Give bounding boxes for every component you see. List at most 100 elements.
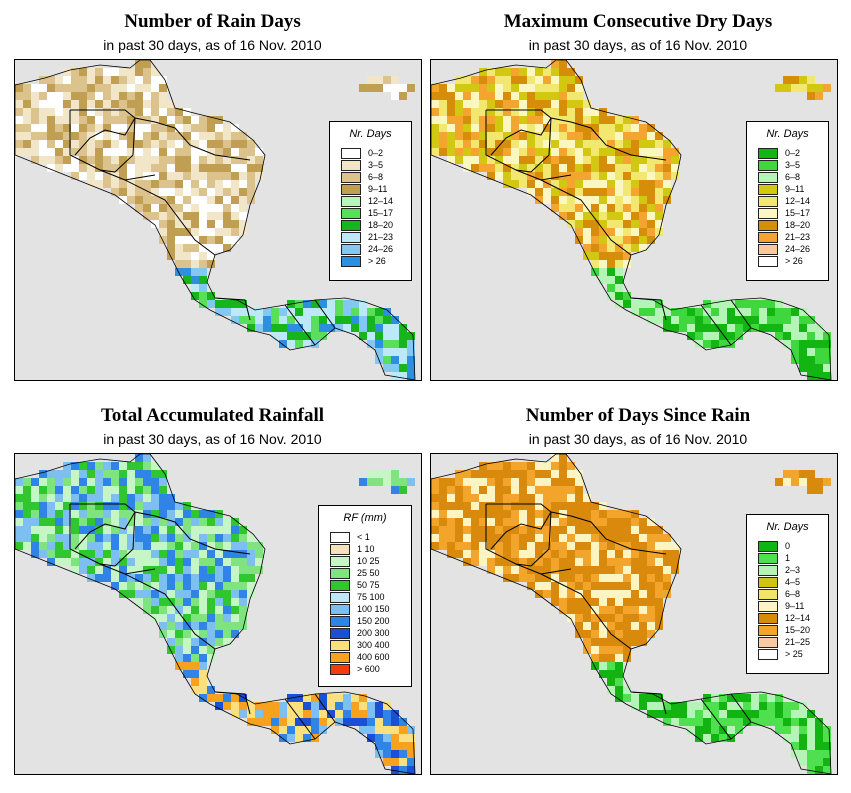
legend-label: 9–11 xyxy=(368,184,388,194)
legend-label: 9–11 xyxy=(785,601,805,611)
legend-item: 50 75 xyxy=(319,580,411,592)
land-cells xyxy=(15,60,415,380)
legend-item: 21–25 xyxy=(747,637,828,649)
legend-label: > 26 xyxy=(785,256,803,266)
legend-item: > 26 xyxy=(747,256,828,268)
legend-swatch xyxy=(341,208,361,219)
legend-label: 150 200 xyxy=(357,616,390,626)
legend-swatch xyxy=(758,184,778,195)
legend-swatch xyxy=(330,628,350,639)
legend-label: 300 400 xyxy=(357,640,390,650)
legend-swatch xyxy=(341,184,361,195)
legend-label: 15–17 xyxy=(368,208,394,218)
legend-item: 15–17 xyxy=(330,208,411,220)
legend-swatch xyxy=(341,232,361,243)
legend-label: 21–23 xyxy=(785,232,811,242)
legend-label: 3–5 xyxy=(368,160,384,170)
legend-item: < 1 xyxy=(319,532,411,544)
legend-label: 75 100 xyxy=(357,592,385,602)
legend-item: 300 400 xyxy=(319,640,411,652)
legend: Nr. Days 0 1 2–3 4–5 6–8 9–11 12–14 15–20 21–25 > … xyxy=(746,514,829,674)
legend-label: 18–20 xyxy=(785,220,811,230)
legend-swatch xyxy=(758,577,778,588)
legend-swatch xyxy=(341,256,361,267)
panel-days-since-rain: Number of Days Since Rain in past 30 day… xyxy=(425,392,851,793)
panel-subtitle: in past 30 days, as of 16 Nov. 2010 xyxy=(528,431,748,447)
legend-item: 18–20 xyxy=(747,220,828,232)
legend-swatch xyxy=(758,220,778,231)
legend-label: 10 25 xyxy=(357,556,380,566)
legend-item: 1 xyxy=(747,553,828,565)
legend-label: 25 50 xyxy=(357,568,380,578)
legend-item: 0–2 xyxy=(330,148,411,160)
legend: RF (mm) < 1 1 10 10 25 25 50 50 75 75 100 100 1… xyxy=(318,505,412,687)
legend-label: 0–2 xyxy=(368,148,384,158)
legend-swatch xyxy=(330,568,350,579)
panel-rain-days: Number of Rain Days in past 30 days, as … xyxy=(0,0,425,392)
legend-label: 100 150 xyxy=(357,604,390,614)
legend-swatch xyxy=(330,580,350,591)
legend-title: Nr. Days xyxy=(349,128,392,140)
legend-item: 24–26 xyxy=(747,244,828,256)
legend-item: 12–14 xyxy=(747,196,828,208)
legend-item: 6–8 xyxy=(747,172,828,184)
legend-swatch xyxy=(758,649,778,660)
legend-label: 6–8 xyxy=(785,172,801,182)
legend: Nr. Days 0–2 3–5 6–8 9–11 12–14 15–17 18–20 21–2… xyxy=(329,121,412,281)
land-cells xyxy=(431,60,831,380)
map-canvas xyxy=(431,60,832,380)
land-cells xyxy=(431,454,831,774)
legend-item: 4–5 xyxy=(747,577,828,589)
legend-swatch xyxy=(758,172,778,183)
legend-item: 100 150 xyxy=(319,604,411,616)
legend-swatch xyxy=(330,556,350,567)
legend-item: 21–23 xyxy=(330,232,411,244)
legend-swatch xyxy=(758,637,778,648)
legend-item: 15–17 xyxy=(747,208,828,220)
legend-label: 4–5 xyxy=(785,577,801,587)
legend-label: < 1 xyxy=(357,532,370,542)
legend-swatch xyxy=(758,613,778,624)
panel-total-rainfall: Total Accumulated Rainfall in past 30 da… xyxy=(0,392,425,793)
panel-subtitle: in past 30 days, as of 16 Nov. 2010 xyxy=(528,37,748,53)
legend-swatch xyxy=(330,652,350,663)
legend-swatch xyxy=(758,565,778,576)
legend-swatch xyxy=(330,616,350,627)
legend-label: 12–14 xyxy=(368,196,394,206)
legend-item: > 600 xyxy=(319,664,411,676)
legend-label: 1 xyxy=(785,553,791,563)
legend-title: Nr. Days xyxy=(766,521,809,533)
legend-label: > 600 xyxy=(357,664,380,674)
legend-label: 18–20 xyxy=(368,220,394,230)
legend-item: 12–14 xyxy=(330,196,411,208)
legend-label: 12–14 xyxy=(785,613,811,623)
legend-item: 15–20 xyxy=(747,625,828,637)
legend-item: 3–5 xyxy=(747,160,828,172)
legend-item: 3–5 xyxy=(330,160,411,172)
legend-label: 1 10 xyxy=(357,544,375,554)
legend-item: 25 50 xyxy=(319,568,411,580)
country-borders xyxy=(15,60,416,380)
legend-label: 6–8 xyxy=(368,172,384,182)
legend-title: Nr. Days xyxy=(766,128,809,140)
panel-subtitle: in past 30 days, as of 16 Nov. 2010 xyxy=(103,37,322,53)
legend-swatch xyxy=(330,532,350,543)
legend-item: 200 300 xyxy=(319,628,411,640)
legend-item: 150 200 xyxy=(319,616,411,628)
legend-item: 0–2 xyxy=(747,148,828,160)
legend-swatch xyxy=(758,148,778,159)
legend-swatch xyxy=(758,541,778,552)
panel-title: Total Accumulated Rainfall xyxy=(100,405,325,426)
legend-title: RF (mm) xyxy=(343,512,387,524)
legend-swatch xyxy=(758,232,778,243)
legend-swatch xyxy=(758,244,778,255)
legend-label: 15–17 xyxy=(785,208,811,218)
legend-swatch xyxy=(330,664,350,675)
panel-subtitle: in past 30 days, as of 16 Nov. 2010 xyxy=(103,431,322,447)
legend-item: 0 xyxy=(747,541,828,553)
country-borders xyxy=(15,454,416,774)
legend-swatch xyxy=(758,601,778,612)
legend-label: 0 xyxy=(785,541,791,551)
country-borders xyxy=(431,60,832,380)
legend-label: 50 75 xyxy=(357,580,380,590)
